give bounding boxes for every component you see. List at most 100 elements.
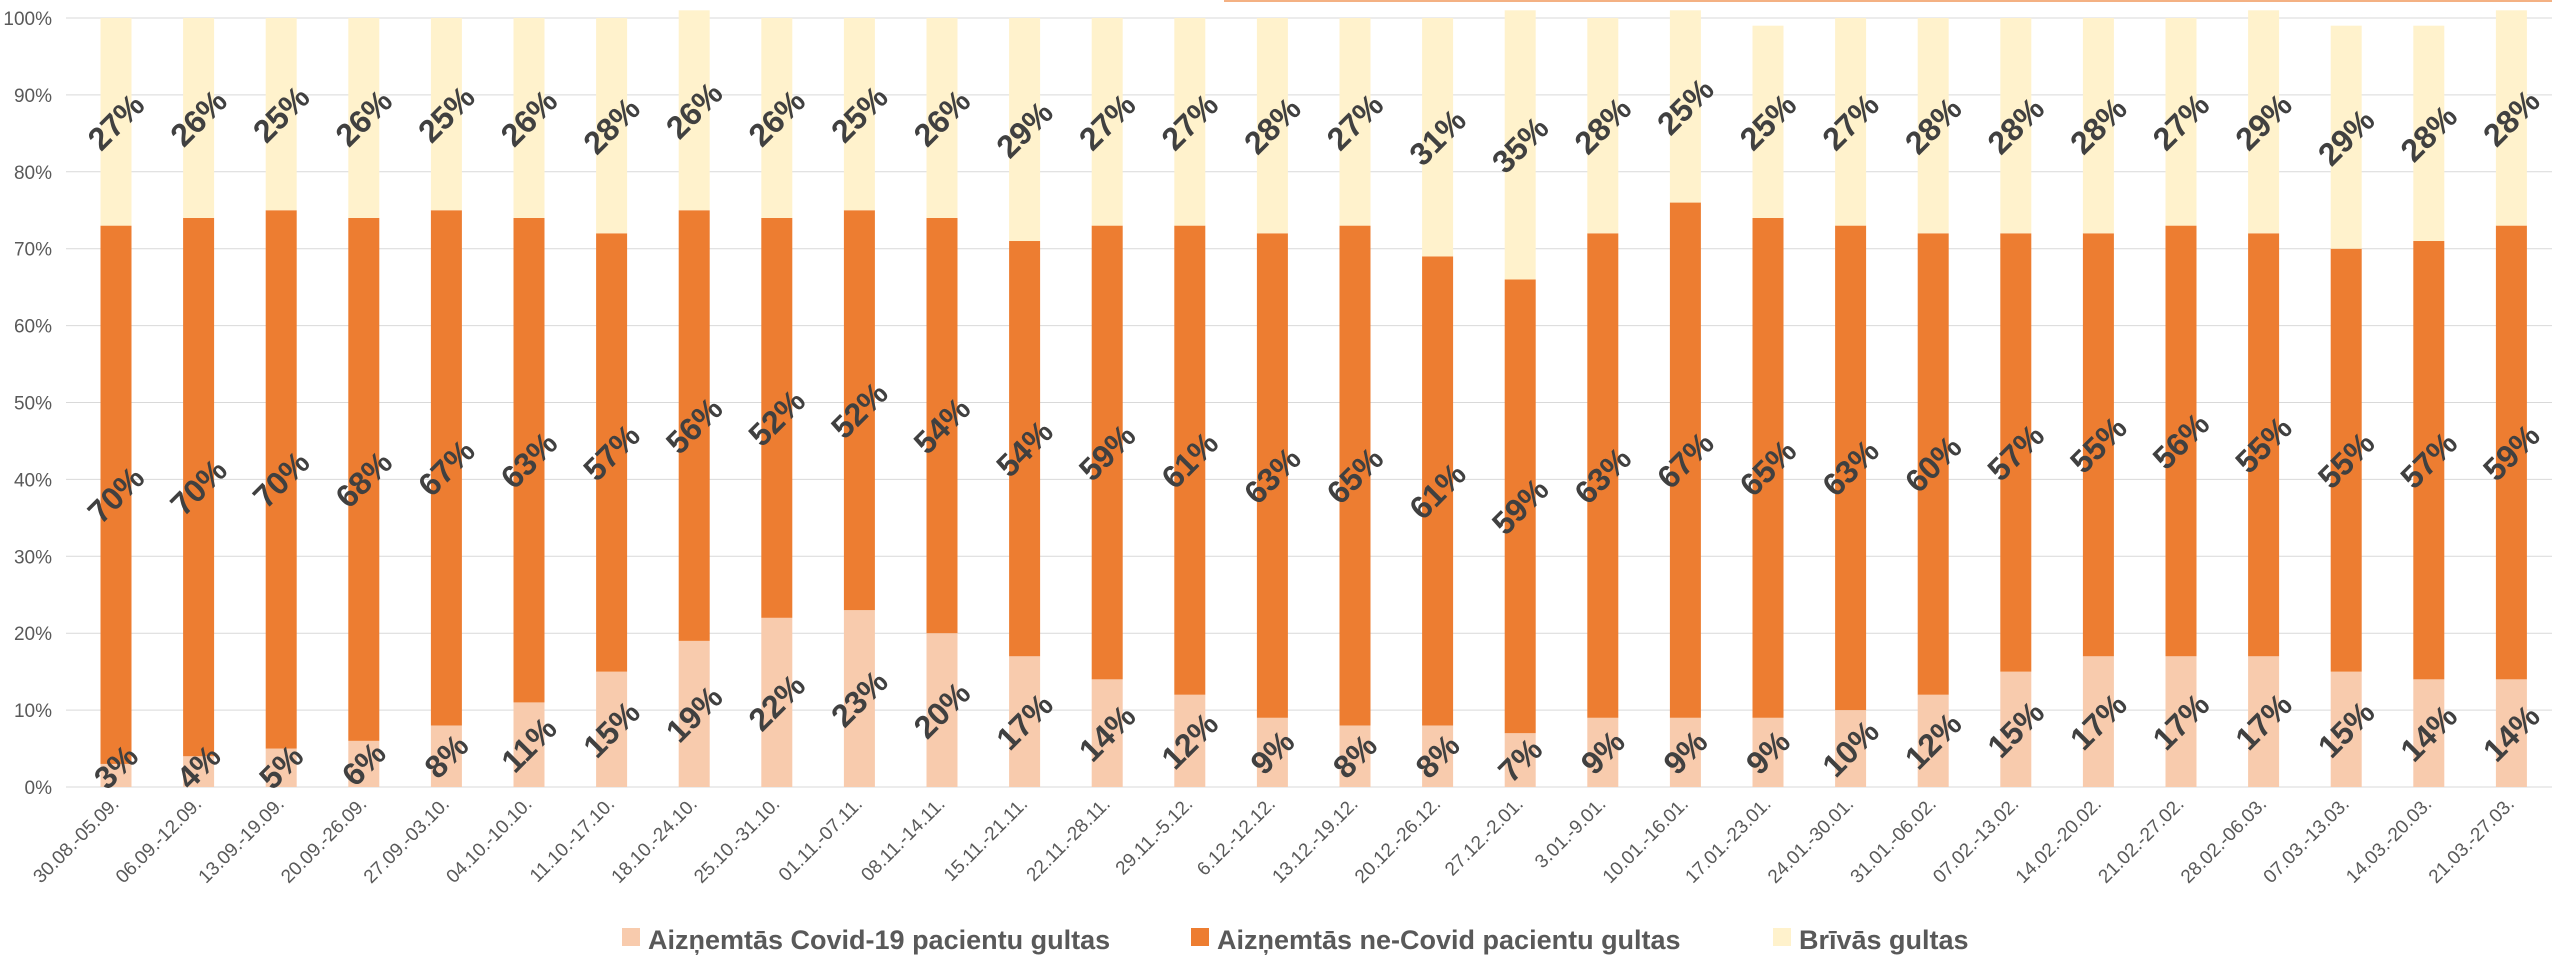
data-label: 15% <box>576 694 647 765</box>
bar-segment <box>926 18 958 218</box>
bar-segment <box>1669 717 1701 787</box>
bar-segment <box>265 748 297 787</box>
bar-segment <box>1587 18 1619 234</box>
data-label: 25% <box>411 79 482 150</box>
x-tick-label: 14.03.-20.03. <box>2342 794 2436 888</box>
legend-label: Brīvās gultas <box>1799 925 1969 955</box>
data-label: 7% <box>1491 731 1549 789</box>
bar-segment <box>1835 710 1867 787</box>
bars <box>100 10 2527 787</box>
bar-segment <box>2413 679 2445 787</box>
bar-segment <box>1835 225 1867 711</box>
bar-segment <box>1009 241 1041 657</box>
data-label: 6% <box>335 735 393 793</box>
bar-segment <box>2082 656 2114 787</box>
data-label: 12% <box>1898 705 1969 776</box>
data-label: 17% <box>2146 686 2217 757</box>
x-tick-label: 27.09.-03.10. <box>360 794 454 888</box>
x-tick-label: 15.11.-21.11. <box>940 794 1032 886</box>
bar-segment <box>265 210 297 749</box>
bar-segment <box>1009 656 1041 787</box>
x-tick-label: 13.12.-19.12. <box>1269 794 1363 888</box>
bar-segment <box>513 217 545 703</box>
bar-segment <box>596 18 628 234</box>
bar-segment <box>1917 18 1949 234</box>
bar-segment <box>1917 694 1949 787</box>
bar-segment <box>1752 217 1784 718</box>
data-label: 70% <box>246 444 317 515</box>
legend-label: Aizņemtās Covid-19 pacientu gultas <box>648 925 1110 955</box>
bar-segment <box>2413 25 2445 242</box>
y-axis: 0% 10% 20% 30% 40% 50% 60% 70% 80% 90% 100% <box>3 9 52 799</box>
bar-segment <box>1091 18 1123 226</box>
bar-segment <box>348 740 380 787</box>
data-label: 63% <box>494 425 565 496</box>
bar-segment <box>1587 233 1619 718</box>
bar-segment <box>513 18 545 218</box>
bar-segment <box>2000 671 2032 787</box>
data-label: 23% <box>824 663 895 734</box>
bar-segment <box>1504 733 1536 787</box>
data-label: 26% <box>659 75 730 146</box>
x-tick-label: 06.09.-12.09. <box>112 794 206 888</box>
bar-segment <box>183 217 215 757</box>
data-label: 15% <box>2311 694 2382 765</box>
data-label: 25% <box>1733 86 1804 157</box>
bar-segment <box>100 763 132 787</box>
data-label: 26% <box>494 83 565 154</box>
bar-segment <box>2000 18 2032 234</box>
bar-segment <box>2330 25 2362 249</box>
data-label: 29% <box>2228 86 2299 157</box>
bar-segment <box>265 18 297 211</box>
bar-segment <box>1422 725 1454 787</box>
x-tick-label: 07.03.-13.03. <box>2260 794 2354 888</box>
data-label: 9% <box>1656 723 1714 781</box>
bar-segment <box>843 210 875 611</box>
bar-segment <box>2413 241 2445 680</box>
bar-segment <box>1339 225 1371 726</box>
x-tick-label: 3.01.-9.01. <box>1531 794 1610 873</box>
y-tick-label: 70% <box>14 240 52 261</box>
bar-segment <box>430 18 462 211</box>
legend-swatch <box>1191 928 1209 946</box>
y-tick-label: 40% <box>14 470 52 491</box>
data-label: 63% <box>1237 440 1308 511</box>
bar-segment <box>2248 10 2280 234</box>
data-label: 57% <box>576 417 647 488</box>
data-label: 27% <box>1154 86 1225 157</box>
bar-segment <box>1256 233 1288 718</box>
bar-segment <box>1752 717 1784 787</box>
x-tick-label: 30.08.-05.09. <box>30 794 124 888</box>
bar-segment <box>100 225 132 764</box>
bar-segment <box>2495 225 2527 680</box>
x-tick-label: 04.10.-10.10. <box>443 794 537 888</box>
data-label: 28% <box>2063 90 2134 161</box>
bar-segment <box>348 217 380 741</box>
bar-segment <box>678 640 710 787</box>
bar-segment <box>2000 233 2032 672</box>
x-tick-label: 25.10.-31.10. <box>690 794 784 888</box>
bar-segment <box>1669 202 1701 718</box>
bar-segment <box>926 217 958 634</box>
bar-segment <box>513 702 545 787</box>
y-tick-label: 80% <box>14 163 52 184</box>
data-label: 52% <box>824 375 895 446</box>
x-tick-label: 27.12.-2.01. <box>1441 794 1528 881</box>
legend-label: Aizņemtās ne-Covid pacientu gultas <box>1217 925 1681 955</box>
data-label: 28% <box>1567 90 1638 161</box>
data-label: 70% <box>163 452 234 523</box>
bar-segment <box>2165 656 2197 787</box>
data-label: 17% <box>2228 686 2299 757</box>
data-label: 14% <box>2393 698 2464 769</box>
data-label: 59% <box>1485 471 1556 542</box>
bar-segment <box>1422 18 1454 257</box>
legend-swatch <box>1773 928 1791 946</box>
bar-segment <box>1339 18 1371 226</box>
y-tick-label: 10% <box>14 701 52 722</box>
bar-segment <box>1669 10 1701 203</box>
x-axis: 30.08.-05.09.06.09.-12.09.13.09.-19.09.2… <box>30 794 2519 888</box>
data-label: 9% <box>1243 723 1301 781</box>
legend: Aizņemtās Covid-19 pacientu gultas Aizņem… <box>622 925 1969 955</box>
data-label: 19% <box>659 679 730 750</box>
